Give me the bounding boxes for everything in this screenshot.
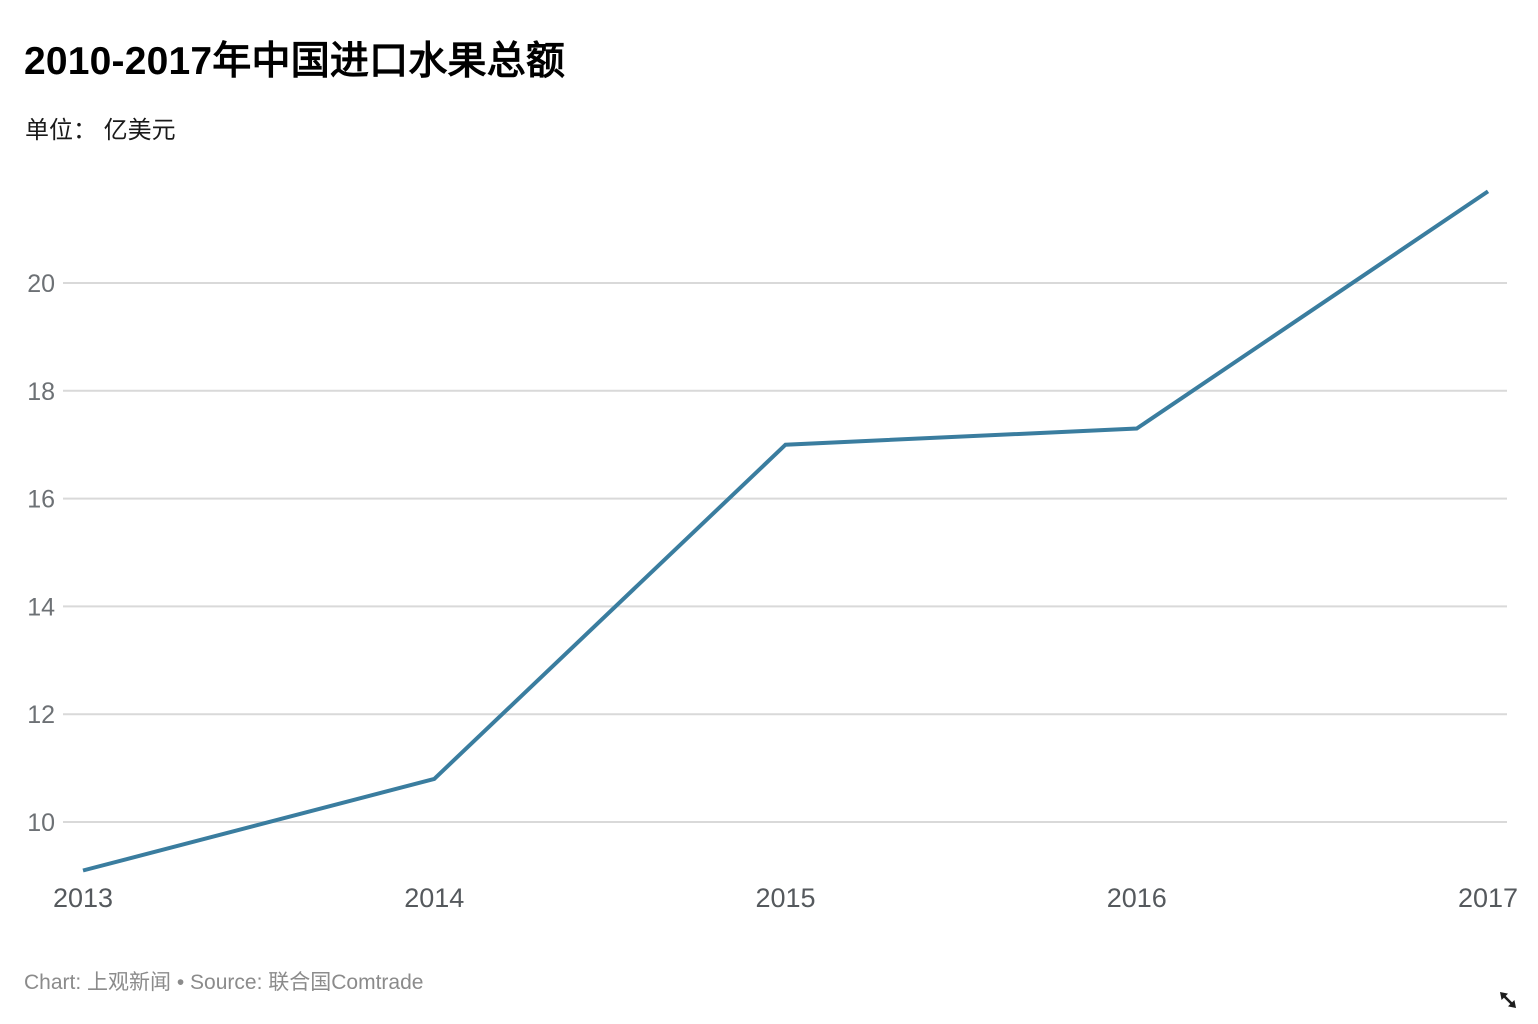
chart-subtitle: 单位： 亿美元	[25, 117, 176, 144]
y-axis-tick-label: 16	[27, 486, 55, 514]
y-axis-tick-label: 18	[27, 378, 55, 406]
y-axis-tick-label: 14	[27, 593, 55, 621]
y-axis-tick-label: 10	[27, 809, 55, 837]
data-line-series	[82, 189, 1490, 873]
chart-attribution: Chart: 上观新闻 • Source: 联合国Comtrade	[24, 971, 424, 994]
nwse-resize-arrow-icon	[1500, 992, 1516, 1008]
x-axis-tick-label: 2017	[1458, 883, 1518, 913]
x-axis-tick-label: 2016	[1107, 883, 1167, 913]
chart-title: 2010-2017年中国进口水果总额	[24, 40, 566, 83]
x-axis-tick-label: 2014	[404, 883, 464, 913]
y-axis-tick-label: 12	[27, 701, 55, 729]
resize-handle-icon[interactable]	[1494, 986, 1522, 1014]
y-axis-tick-label: 20	[27, 270, 55, 298]
x-axis-tick-label: 2013	[53, 883, 113, 913]
x-axis-tick-label: 2015	[755, 883, 815, 913]
